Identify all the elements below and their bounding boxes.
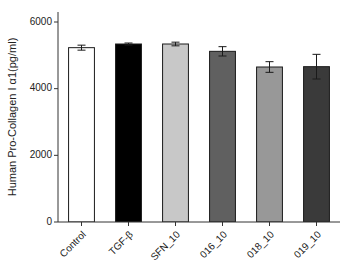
bar xyxy=(116,44,142,222)
error-bar xyxy=(125,43,133,45)
error-bar xyxy=(313,54,321,79)
bar xyxy=(69,48,95,222)
y-axis-line xyxy=(58,12,59,222)
error-bar-line xyxy=(172,45,180,46)
x-tick-label: 019_10 xyxy=(292,228,324,260)
error-bar-line xyxy=(269,62,270,73)
error-bar-line xyxy=(313,79,321,80)
x-tick xyxy=(175,222,176,226)
x-tick-label: 018_10 xyxy=(245,228,277,260)
x-tick-label: Control xyxy=(57,229,88,260)
error-bar-line xyxy=(266,61,274,62)
error-bar-line xyxy=(125,43,133,44)
x-tick-label: 016_10 xyxy=(198,228,230,260)
bar xyxy=(304,67,330,222)
error-bar-line xyxy=(219,56,227,57)
error-bar xyxy=(219,47,227,56)
error-bar xyxy=(266,62,274,73)
y-tick-label: 6000 xyxy=(30,16,53,27)
x-tick xyxy=(81,222,82,226)
error-bar-line xyxy=(222,47,223,56)
error-bar-line xyxy=(266,72,274,73)
error-bar-line xyxy=(172,42,180,43)
x-tick xyxy=(316,222,317,226)
y-tick xyxy=(54,222,58,223)
chart-container: 0 2000 4000 6000 Control TGF-β SFN_10 016_10 018… xyxy=(0,0,350,280)
x-tick-label: TGF-β xyxy=(107,229,136,258)
error-bar-line xyxy=(175,42,176,46)
y-axis-label: Human Pro-Collagen I α1(pg/ml) xyxy=(6,38,18,197)
y-tick-label: 0 xyxy=(46,216,52,227)
error-bar-line xyxy=(313,54,321,55)
error-bar-line xyxy=(219,46,227,47)
error-bar xyxy=(78,45,86,50)
y-tick-label: 2000 xyxy=(30,149,53,160)
y-tick xyxy=(54,155,58,156)
bar xyxy=(257,67,283,222)
error-bar-line xyxy=(316,54,317,79)
chart: 0 2000 4000 6000 Control TGF-β SFN_10 016_10 018… xyxy=(0,0,350,280)
error-bar-line xyxy=(78,50,86,51)
plot-area xyxy=(69,42,330,222)
y-tick xyxy=(54,22,58,23)
x-tick xyxy=(269,222,270,226)
bar xyxy=(210,51,236,222)
x-tick xyxy=(128,222,129,226)
x-axis-line xyxy=(58,222,340,223)
x-tick xyxy=(222,222,223,226)
y-tick xyxy=(54,88,58,89)
error-bar-line xyxy=(81,45,82,50)
bar xyxy=(163,44,189,222)
y-tick-label: 4000 xyxy=(30,82,53,93)
error-bar xyxy=(172,42,180,46)
error-bar-line xyxy=(125,45,133,46)
x-tick-label: SFN_10 xyxy=(148,228,182,262)
error-bar-line xyxy=(78,45,86,46)
